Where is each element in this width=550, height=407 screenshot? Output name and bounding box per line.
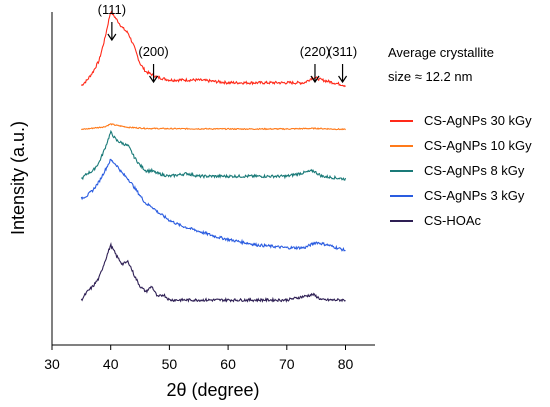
x-tick-label: 40 xyxy=(103,356,119,372)
legend-label: CS-AgNPs 30 kGy xyxy=(424,113,532,128)
peak-arrow-head xyxy=(149,75,159,84)
peak-label: (111) xyxy=(98,2,126,17)
peak-label: (220) xyxy=(300,44,330,59)
x-tick-label: 70 xyxy=(279,356,295,372)
x-tick-label: 80 xyxy=(338,356,354,372)
peak-arrow-head xyxy=(310,75,320,84)
x-tick-label: 50 xyxy=(162,356,178,372)
series-line-3kgy xyxy=(80,158,346,252)
peak-arrow-head xyxy=(338,75,348,84)
peak-label: (200) xyxy=(138,44,168,59)
x-axis-label: 2θ (degree) xyxy=(166,380,259,400)
peak-arrow-head xyxy=(107,33,117,42)
legend-label: CS-HOAc xyxy=(424,213,482,228)
series-line-8kgy xyxy=(81,129,347,181)
x-tick-label: 30 xyxy=(44,356,60,372)
legend-label: CS-AgNPs 3 kGy xyxy=(424,188,525,203)
series-line-30kgy xyxy=(80,9,346,88)
series-line-10kgy xyxy=(80,123,346,131)
y-axis-label: Intensity (a.u.) xyxy=(8,121,28,235)
crystallite-note-line-2: size ≈ 12.2 nm xyxy=(388,69,472,84)
x-tick-label: 60 xyxy=(220,356,236,372)
crystallite-note-line-1: Average crystallite xyxy=(388,45,494,60)
peak-label: (311) xyxy=(328,44,357,59)
legend-label: CS-AgNPs 10 kGy xyxy=(424,138,532,153)
series-line-hoac xyxy=(80,242,346,303)
legend-label: CS-AgNPs 8 kGy xyxy=(424,163,525,178)
